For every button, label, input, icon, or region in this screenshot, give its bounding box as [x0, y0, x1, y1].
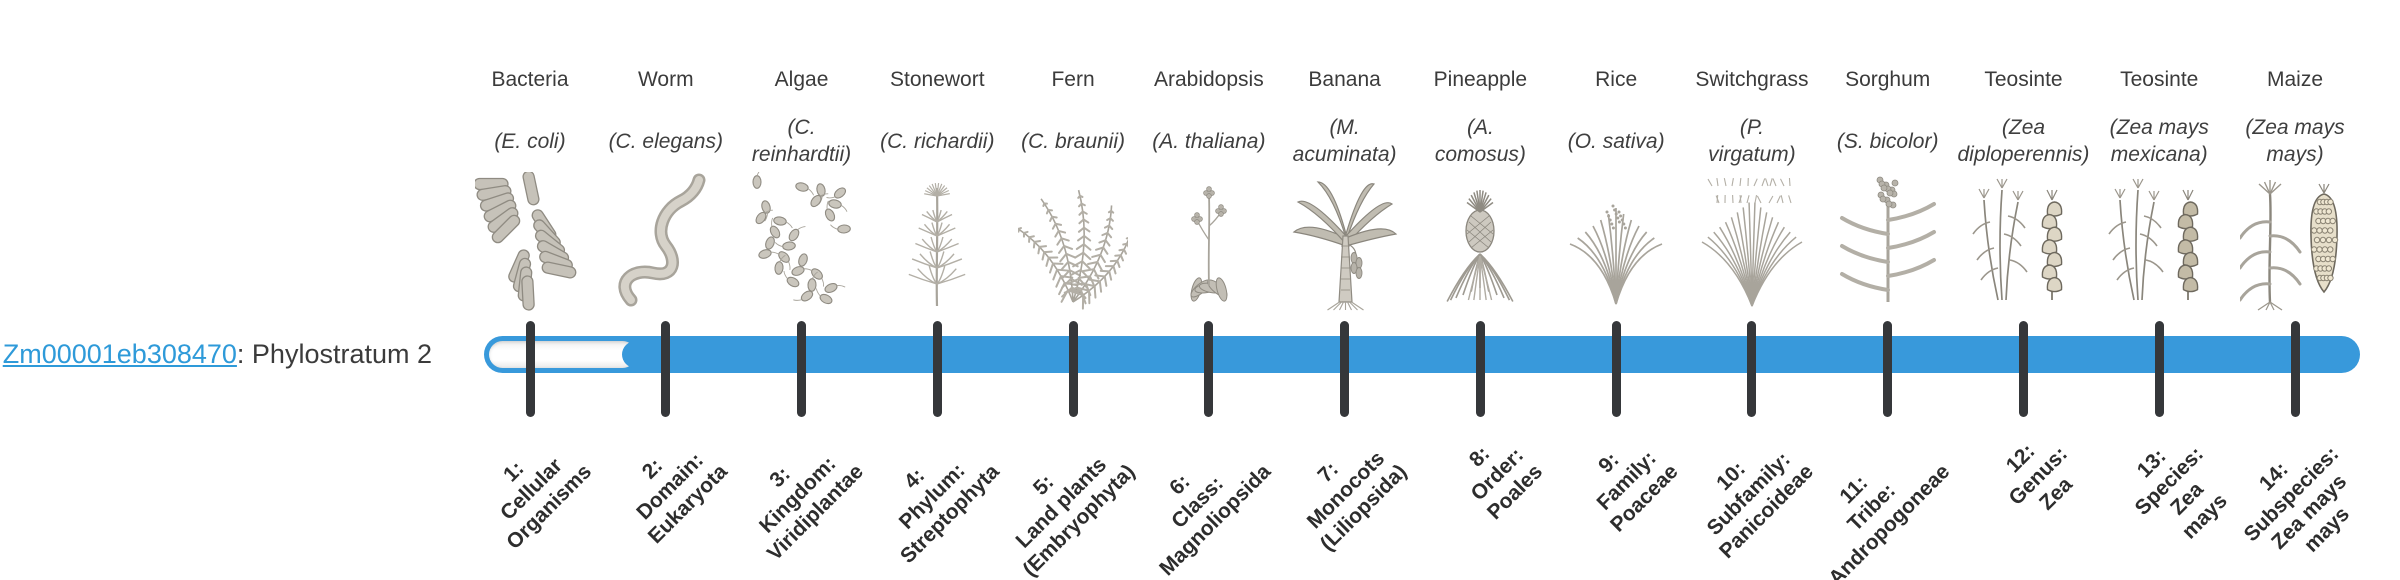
organism-name-teosinte-diploperennis: Teosinte	[1984, 68, 2063, 91]
scientific-name-line: acuminata)	[1292, 143, 1397, 166]
banana-icon	[1290, 172, 1400, 312]
scientific-name-line: virgatum)	[1708, 143, 1796, 166]
organism-scientific-name: (Zea mays mays)	[2210, 110, 2380, 172]
fern-icon	[1018, 172, 1129, 312]
switchgrass-icon	[1697, 172, 1807, 312]
scientific-name-line: comosus)	[1434, 143, 1526, 166]
stratum-tick-7	[1340, 321, 1350, 417]
phylostratum-text: : Phylostratum 2	[236, 339, 432, 369]
organism-name-fern: Fern	[1051, 68, 1095, 91]
scientific-name-line: (A.	[1466, 116, 1494, 139]
organism-name-banana: Banana	[1308, 68, 1381, 91]
rice-icon	[1561, 172, 1671, 312]
stratum-tick-8	[1475, 321, 1485, 417]
maize-icon	[2240, 172, 2350, 312]
organism-name-bacteria: Bacteria	[491, 68, 569, 91]
stonewort-icon	[882, 172, 992, 312]
stratum-tick-14	[2290, 321, 2300, 417]
phylostratum-bar	[484, 336, 2360, 373]
bar-filled-segment	[622, 341, 2355, 368]
organism-scientific-name: (O. sativa)	[1531, 110, 1701, 172]
organism-name-stonewort: Stonewort	[890, 68, 985, 91]
organism-scientific-name: (Zea diploperennis)	[1938, 110, 2108, 172]
organism-scientific-name: (C. richardii)	[852, 110, 1022, 172]
scientific-name-line: (P.	[1739, 116, 1764, 139]
stratum-tick-10	[1747, 321, 1757, 417]
organism-name-arabidopsis: Arabidopsis	[1153, 68, 1264, 91]
stratum-tick-11	[1883, 321, 1893, 417]
organism-name-switchgrass: Switchgrass	[1695, 68, 1809, 91]
organism-scientific-name: (C. elegans)	[581, 110, 751, 172]
scientific-name-line: mays)	[2266, 143, 2324, 166]
scientific-name-line: (Zea mays	[2109, 116, 2209, 139]
stratum-tick-1	[525, 321, 535, 417]
gene-label: Zm00001eb308470: Phylostratum 2	[3, 336, 432, 373]
organism-name-maize: Maize	[2266, 68, 2324, 91]
scientific-name-line: reinhardtii)	[751, 143, 852, 166]
scientific-name-line: diploperennis)	[1957, 143, 2090, 166]
stratum-tick-5	[1068, 321, 1078, 417]
scientific-name-line: mexicana)	[2110, 143, 2208, 166]
organism-name-rice: Rice	[1595, 68, 1638, 91]
organism-name-algae: Algae	[774, 68, 829, 91]
organism-scientific-name: (E. coli)	[445, 110, 615, 172]
stratum-tick-3	[797, 321, 807, 417]
stratum-tick-12	[2018, 321, 2028, 417]
scientific-name-line: (C. elegans)	[608, 129, 723, 153]
bar-unfilled-segment	[489, 341, 636, 368]
stratum-tick-6	[1204, 321, 1214, 417]
sorghum-icon	[1833, 172, 1943, 312]
scientific-name-line: (C. richardii)	[880, 129, 995, 153]
organism-scientific-name: (A. thaliana)	[1124, 110, 1294, 172]
scientific-name-line: (C. braunii)	[1021, 129, 1126, 153]
bacteria-icon	[475, 172, 585, 312]
organism-scientific-name: (A. comosus)	[1395, 110, 1565, 172]
stratum-tick-2	[661, 321, 671, 417]
scientific-name-line: (C.	[787, 116, 816, 139]
pineapple-icon	[1425, 172, 1535, 312]
stratum-tick-13	[2154, 321, 2164, 417]
organism-name-worm: Worm	[637, 68, 694, 91]
worm-icon	[611, 172, 721, 312]
teosinte-diploperennis-icon	[1968, 172, 2078, 312]
gene-id-link[interactable]: Zm00001eb308470	[2, 339, 237, 369]
scientific-name-line: (O. sativa)	[1567, 129, 1665, 153]
scientific-name-line: (A. thaliana)	[1152, 129, 1266, 153]
scientific-name-line: (Zea mays	[2245, 116, 2345, 139]
organism-scientific-name: (Zea mays mexicana)	[2074, 110, 2244, 172]
scientific-name-line: (M.	[1329, 116, 1360, 139]
stratum-tick-4	[932, 321, 942, 417]
teosinte-mexicana-icon	[2104, 172, 2214, 312]
organism-name-pineapple: Pineapple	[1433, 68, 1528, 91]
organism-name-sorghum: Sorghum	[1845, 68, 1931, 91]
organism-scientific-name: (P. virgatum)	[1667, 110, 1837, 172]
stratum-tick-9	[1611, 321, 1621, 417]
organism-scientific-name: (S. bicolor)	[1803, 110, 1973, 172]
scientific-name-line: (S. bicolor)	[1836, 129, 1939, 153]
organism-name-teosinte-mexicana: Teosinte	[2120, 68, 2199, 91]
organism-scientific-name: (C. reinhardtii)	[717, 110, 887, 172]
algae-icon	[747, 172, 857, 312]
scientific-name-line: (Zea	[2001, 116, 2046, 139]
organism-scientific-name: (M. acuminata)	[1260, 110, 1430, 172]
arabidopsis-icon	[1154, 172, 1264, 312]
organism-scientific-name: (C. braunii)	[988, 110, 1158, 172]
scientific-name-line: (E. coli)	[494, 129, 566, 153]
